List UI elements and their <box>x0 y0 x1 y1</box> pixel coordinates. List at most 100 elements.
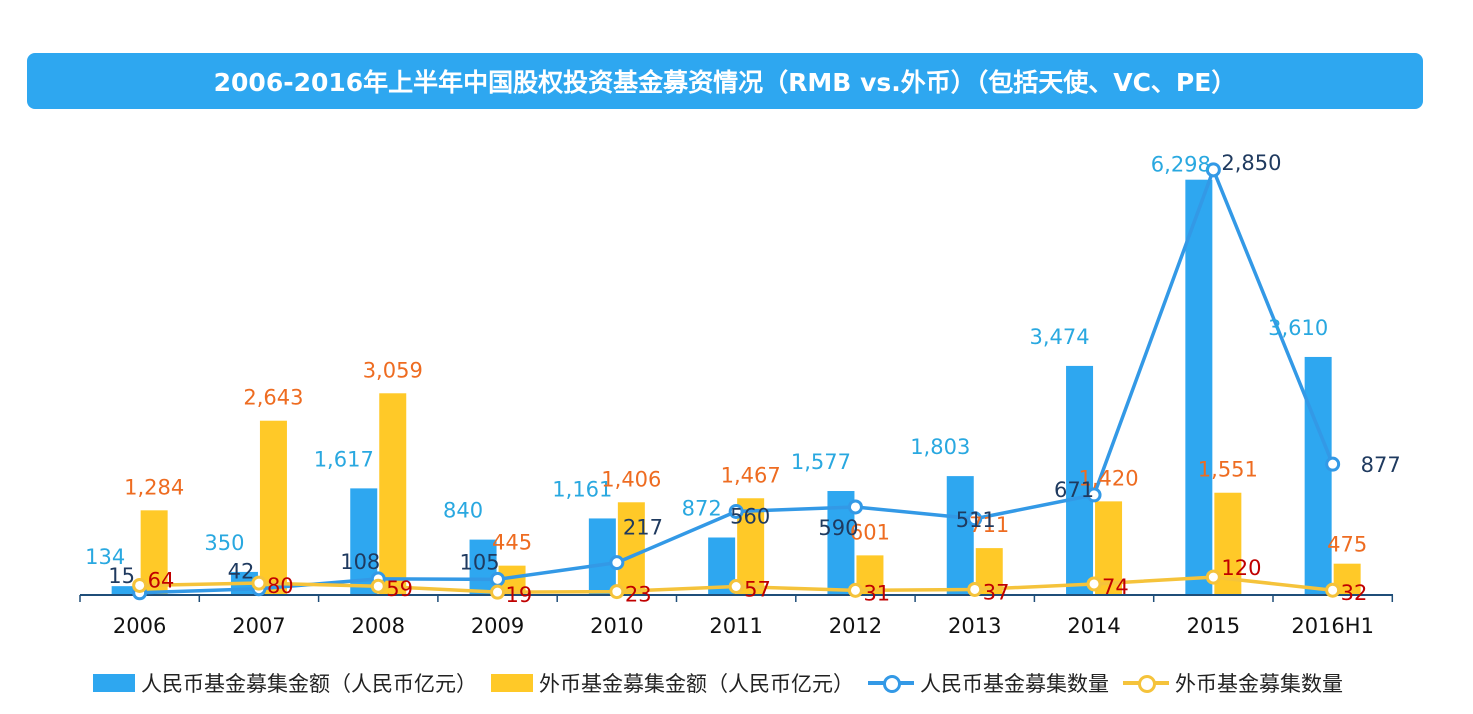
bar-rmb-amount <box>946 476 974 595</box>
data-label-rmb-amount: 872 <box>682 496 722 520</box>
data-label-rmb-amount: 1,577 <box>791 450 851 474</box>
data-label-rmb-amount: 350 <box>204 531 244 555</box>
data-label-fx-count: 64 <box>148 568 175 592</box>
data-label-fx-count: 120 <box>1221 556 1261 580</box>
data-label-fx-count: 32 <box>1341 581 1368 605</box>
legend-item-fx-amount: 外币基金募集金额（人民币亿元） <box>491 668 854 698</box>
point-rmb-count <box>609 555 625 571</box>
bar-rmb-amount <box>469 539 497 595</box>
data-label-fx-amount: 3,059 <box>363 358 423 382</box>
legend-label-rmb-count: 人民币基金募集数量 <box>920 672 1109 696</box>
legend-label-fx-count: 外币基金募集数量 <box>1175 672 1343 696</box>
data-label-fx-amount: 475 <box>1327 533 1367 557</box>
x-tick-label: 2010 <box>590 614 643 638</box>
data-label-fx-amount: 2,643 <box>243 386 303 410</box>
x-tick-label: 2006 <box>113 614 166 638</box>
data-label-fx-amount: 1,551 <box>1198 458 1258 482</box>
x-tick-label: 2012 <box>829 614 882 638</box>
data-label-rmb-amount: 134 <box>85 545 125 569</box>
point-fx-count <box>609 584 625 600</box>
legend-swatch-fx-amount <box>491 674 533 692</box>
data-label-rmb-amount: 1,161 <box>552 477 612 501</box>
data-label-fx-amount: 1,467 <box>721 463 781 487</box>
bar-fx-amount <box>379 393 407 595</box>
data-label-fx-count: 80 <box>267 574 294 598</box>
data-label-rmb-count: 877 <box>1361 453 1401 477</box>
point-rmb-count <box>1325 456 1341 472</box>
legend-item-fx-count: 外币基金募集数量 <box>1123 668 1343 698</box>
bar-rmb-amount <box>111 586 139 595</box>
point-fx-count <box>132 577 148 593</box>
data-label-fx-amount: 601 <box>850 520 890 544</box>
data-label-rmb-count: 15 <box>108 564 135 588</box>
point-fx-count <box>370 578 386 594</box>
data-label-fx-count: 23 <box>625 583 652 607</box>
point-fx-count <box>251 575 267 591</box>
data-label-rmb-count: 2,850 <box>1221 151 1281 175</box>
data-label-fx-amount: 1,420 <box>1078 466 1138 490</box>
point-rmb-count <box>967 511 983 527</box>
data-label-fx-amount: 1,284 <box>124 475 184 499</box>
x-tick-label: 2015 <box>1187 614 1240 638</box>
point-rmb-count <box>1205 162 1221 178</box>
x-tick-label: 2013 <box>948 614 1001 638</box>
chart-title: 2006-2016年上半年中国股权投资基金募资情况（RMB vs.外币）（包括天… <box>213 68 1237 97</box>
data-label-rmb-count: 590 <box>818 516 858 540</box>
data-label-fx-count: 74 <box>1102 575 1129 599</box>
data-label-rmb-count: 217 <box>623 516 663 540</box>
bar-fx-amount <box>259 420 287 595</box>
legend-label-rmb-amount: 人民币基金募集金额（人民币亿元） <box>141 672 477 696</box>
data-label-rmb-count: 108 <box>340 550 380 574</box>
data-label-fx-amount: 1,406 <box>601 467 661 491</box>
point-rmb-count <box>847 499 863 515</box>
point-fx-count <box>1205 569 1221 585</box>
point-fx-count <box>490 584 506 600</box>
chart-legend: 人民币基金募集金额（人民币亿元） 外币基金募集金额（人民币亿元） 人民币基金募集… <box>93 666 1357 700</box>
legend-swatch-rmb-amount <box>93 674 135 692</box>
x-tick-label: 2007 <box>232 614 285 638</box>
data-label-fx-count: 37 <box>983 580 1010 604</box>
point-fx-count <box>1086 576 1102 592</box>
line-rmb-count <box>139 168 1335 595</box>
data-label-rmb-count: 511 <box>956 508 996 532</box>
data-label-rmb-amount: 1,803 <box>910 435 970 459</box>
data-label-rmb-amount: 3,474 <box>1029 325 1089 349</box>
x-tick-label: 2008 <box>352 614 405 638</box>
bar-rmb-amount <box>588 518 616 595</box>
point-fx-count <box>1325 582 1341 598</box>
x-tick-label: 2014 <box>1067 614 1120 638</box>
point-fx-count <box>967 581 983 597</box>
bar-rmb-amount <box>1066 365 1094 595</box>
data-label-rmb-amount: 3,610 <box>1268 316 1328 340</box>
legend-label-fx-amount: 外币基金募集金额（人民币亿元） <box>539 672 854 696</box>
data-label-rmb-amount: 6,298 <box>1151 153 1211 177</box>
bar-fx-amount <box>617 502 645 595</box>
x-tick-label: 2016H1 <box>1291 614 1374 638</box>
x-tick-label: 2009 <box>471 614 524 638</box>
data-label-rmb-count: 671 <box>1054 478 1094 502</box>
bar-rmb-amount <box>1304 356 1332 595</box>
title-banner: 2006-2016年上半年中国股权投资基金募资情况（RMB vs.外币）（包括天… <box>27 53 1423 109</box>
data-label-fx-amount: 711 <box>969 513 1009 537</box>
data-label-fx-count: 19 <box>506 583 533 607</box>
point-rmb-count <box>728 503 744 519</box>
data-label-rmb-count: 105 <box>460 550 500 574</box>
chart-canvas: 2006 2007 2008 2009 2010 2011 2012 2013 2014 2015… <box>79 151 1401 638</box>
data-label-rmb-count: 560 <box>730 504 770 528</box>
data-label-fx-amount: 445 <box>492 531 532 555</box>
point-rmb-count <box>1086 487 1102 503</box>
data-label-fx-count: 57 <box>744 577 771 601</box>
legend-item-rmb-amount: 人民币基金募集金额（人民币亿元） <box>93 668 477 698</box>
point-fx-count <box>847 582 863 598</box>
data-label-fx-count: 31 <box>863 581 890 605</box>
point-fx-count <box>728 578 744 594</box>
data-label-rmb-amount: 840 <box>443 499 483 523</box>
point-rmb-count <box>490 571 506 587</box>
data-label-rmb-count: 42 <box>228 560 255 584</box>
legend-item-rmb-count: 人民币基金募集数量 <box>868 668 1109 698</box>
legend-swatch-rmb-count <box>868 673 914 693</box>
data-label-fx-count: 59 <box>386 577 413 601</box>
data-label-rmb-amount: 1,617 <box>314 447 374 471</box>
x-tick-label: 2011 <box>709 614 762 638</box>
bar-rmb-amount <box>1185 179 1213 596</box>
